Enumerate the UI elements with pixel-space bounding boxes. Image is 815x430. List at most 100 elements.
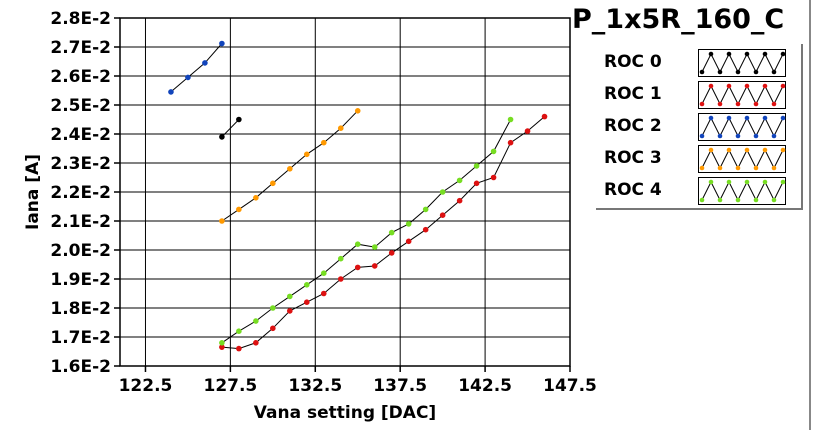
- data-point: [422, 226, 429, 233]
- data-point: [507, 116, 514, 123]
- legend-swatch-line: [701, 180, 784, 202]
- data-point: [202, 60, 208, 66]
- legend-swatch-line: [701, 52, 784, 74]
- legend-swatch-line: [701, 84, 784, 106]
- data-point: [320, 270, 327, 277]
- data-point: [422, 206, 429, 213]
- data-point: [303, 282, 310, 288]
- data-point: [219, 134, 225, 140]
- x-tick-label: 122.5: [119, 376, 173, 396]
- data-point: [371, 263, 378, 269]
- legend-swatch-marker: [708, 147, 714, 153]
- legend-swatch-marker: [735, 69, 741, 75]
- legend-swatch-marker: [771, 197, 777, 203]
- legend-item-roc-1: ROC 1: [596, 80, 801, 110]
- legend-swatch-marker: [762, 83, 768, 89]
- legend-item-roc-0: ROC 0: [596, 48, 801, 78]
- y-tick-label: 2.5E-2: [50, 96, 111, 116]
- x-axis-title: Vana setting [DAC]: [254, 403, 436, 423]
- data-point: [456, 177, 463, 184]
- legend-swatch-marker: [708, 115, 714, 121]
- legend-swatch-marker: [744, 179, 750, 185]
- legend-swatch-marker: [762, 147, 768, 153]
- data-point: [354, 241, 361, 247]
- data-point: [405, 221, 412, 227]
- y-tick-label: 2.2E-2: [50, 183, 111, 203]
- legend-swatch-marker: [753, 69, 759, 75]
- legend-swatch: [698, 81, 786, 109]
- series-roc-3: [219, 108, 361, 224]
- y-tick-label: 2.0E-2: [50, 241, 111, 261]
- series-line: [221, 116, 545, 350]
- legend-swatch-marker: [780, 83, 786, 89]
- series-roc-4: [219, 116, 514, 346]
- data-point: [388, 250, 395, 256]
- data-point: [253, 340, 259, 346]
- legend-swatch-marker: [717, 133, 723, 139]
- legend-swatch-marker: [780, 147, 786, 153]
- data-point: [337, 255, 344, 262]
- series-line: [221, 119, 240, 138]
- data-point: [303, 151, 310, 158]
- data-point: [270, 180, 276, 187]
- data-point: [490, 148, 497, 155]
- legend-swatch-marker: [735, 133, 741, 139]
- series-roc-0: [219, 116, 242, 140]
- legend-swatch-marker: [735, 101, 741, 107]
- legend: ROC 0 ROC 1 ROC 2 ROC 3 ROC 4: [596, 44, 803, 210]
- legend-swatch: [698, 145, 786, 173]
- chart-title: P_1x5R_160_C: [572, 4, 785, 35]
- x-tick-label: 137.5: [373, 376, 427, 396]
- data-point: [354, 264, 361, 271]
- series-line: [221, 110, 359, 222]
- legend-swatch-marker: [771, 69, 777, 75]
- data-point: [219, 344, 225, 350]
- legend-swatch-marker: [726, 115, 732, 121]
- y-axis-title: Iana [A]: [23, 154, 43, 230]
- legend-swatch-marker: [699, 197, 705, 203]
- data-point: [287, 293, 293, 300]
- y-tick-label: 2.1E-2: [50, 212, 111, 232]
- legend-swatch-marker: [753, 101, 759, 107]
- y-tick-label: 2.8E-2: [50, 9, 111, 29]
- window-edge-divider: [809, 0, 811, 430]
- data-point: [371, 244, 378, 250]
- legend-swatch-marker: [753, 197, 759, 203]
- data-point: [303, 299, 310, 306]
- legend-swatch-marker: [717, 69, 723, 75]
- data-point: [405, 238, 412, 245]
- legend-swatch-marker: [771, 101, 777, 107]
- data-point: [219, 218, 225, 224]
- legend-swatch: [698, 49, 786, 77]
- data-point: [287, 166, 293, 172]
- data-point: [270, 325, 276, 332]
- legend-swatch-marker: [699, 69, 705, 75]
- data-point: [168, 89, 174, 95]
- legend-swatch-marker: [699, 101, 705, 107]
- legend-swatch-marker: [726, 83, 732, 89]
- series-roc-1: [219, 113, 548, 352]
- x-tick-label: 147.5: [543, 376, 597, 396]
- legend-swatch-marker: [771, 165, 777, 171]
- data-point: [219, 340, 225, 346]
- data-point: [236, 328, 242, 335]
- data-point: [456, 197, 463, 204]
- data-point: [337, 276, 344, 282]
- legend-item-roc-3: ROC 3: [596, 144, 801, 174]
- data-point: [439, 189, 446, 195]
- data-point: [473, 163, 480, 169]
- y-tick-label: 1.7E-2: [50, 328, 111, 348]
- legend-swatch-marker: [762, 51, 768, 57]
- y-tick-label: 1.6E-2: [50, 357, 111, 377]
- legend-swatch-marker: [726, 51, 732, 57]
- data-point: [287, 308, 293, 314]
- legend-swatch-marker: [780, 51, 786, 57]
- series-layer: [168, 40, 548, 352]
- legend-label: ROC 2: [604, 116, 662, 136]
- legend-swatch-marker: [762, 179, 768, 185]
- legend-swatch-marker: [708, 179, 714, 185]
- legend-label: ROC 4: [604, 180, 662, 200]
- data-point: [354, 108, 361, 114]
- y-tick-label: 1.8E-2: [50, 299, 111, 319]
- data-point: [524, 128, 531, 134]
